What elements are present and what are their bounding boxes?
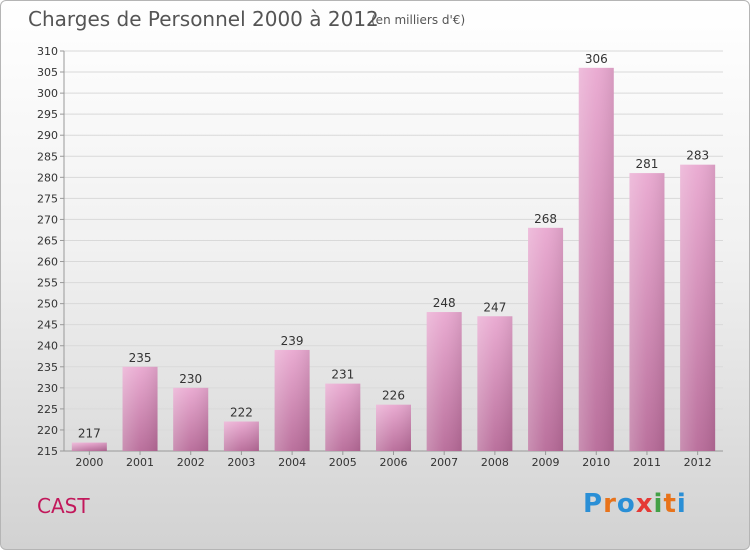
x-tick-label: 2001 bbox=[126, 456, 154, 469]
logo-letter: i bbox=[653, 489, 664, 519]
logo-letter: x bbox=[635, 489, 654, 519]
y-tick-label: 260 bbox=[37, 256, 58, 269]
data-label: 222 bbox=[230, 406, 253, 420]
bar-shine bbox=[173, 387, 209, 451]
y-tick-label: 255 bbox=[37, 277, 58, 290]
logo-letter: o bbox=[616, 489, 636, 519]
y-tick-label: 285 bbox=[37, 150, 58, 163]
x-tick-label: 2004 bbox=[278, 456, 306, 469]
bar-shine bbox=[223, 421, 259, 451]
data-label: 306 bbox=[585, 52, 608, 66]
y-tick-label: 240 bbox=[37, 340, 58, 353]
logo-letter: i bbox=[676, 489, 687, 519]
y-tick-label: 295 bbox=[37, 108, 58, 121]
data-label: 235 bbox=[129, 351, 152, 365]
data-label: 248 bbox=[433, 296, 456, 310]
bar-shine bbox=[528, 227, 564, 451]
y-tick-label: 250 bbox=[37, 298, 58, 311]
bar-shine bbox=[122, 366, 158, 451]
data-label: 231 bbox=[331, 368, 354, 382]
x-tick-label: 2011 bbox=[633, 456, 661, 469]
x-tick-label: 2010 bbox=[582, 456, 610, 469]
data-label: 230 bbox=[179, 372, 202, 386]
data-label: 281 bbox=[636, 157, 659, 171]
data-label: 217 bbox=[78, 427, 101, 441]
bar-shine bbox=[477, 316, 513, 451]
y-tick-label: 305 bbox=[37, 66, 58, 79]
commune-name: CAST bbox=[37, 494, 90, 518]
bar-shine bbox=[325, 383, 361, 451]
bar-shine bbox=[376, 404, 411, 451]
bar-shine bbox=[578, 67, 614, 451]
y-tick-label: 215 bbox=[37, 445, 58, 458]
y-tick-label: 270 bbox=[37, 213, 58, 226]
chart-title: Charges de Personnel 2000 à 2012 bbox=[28, 7, 379, 31]
bar-shine bbox=[71, 442, 107, 451]
bar-shine bbox=[680, 164, 716, 451]
data-label: 283 bbox=[686, 149, 709, 163]
x-tick-label: 2003 bbox=[227, 456, 255, 469]
y-tick-label: 225 bbox=[37, 403, 58, 416]
data-label: 247 bbox=[483, 300, 506, 314]
y-tick-label: 245 bbox=[37, 319, 58, 332]
x-tick-label: 2009 bbox=[532, 456, 560, 469]
y-tick-label: 300 bbox=[37, 87, 58, 100]
y-tick-label: 280 bbox=[37, 171, 58, 184]
data-label: 239 bbox=[281, 334, 304, 348]
y-tick-label: 290 bbox=[37, 129, 58, 142]
data-label: 268 bbox=[534, 212, 557, 226]
x-tick-label: 2005 bbox=[329, 456, 357, 469]
x-tick-label: 2007 bbox=[430, 456, 458, 469]
bar-shine bbox=[274, 349, 310, 451]
logo-letter: r bbox=[603, 489, 617, 519]
chart-unit: (en milliers d'€) bbox=[371, 13, 466, 27]
proxiti-logo: Proxiti bbox=[583, 489, 687, 519]
x-tick-label: 2012 bbox=[684, 456, 712, 469]
bar-shine bbox=[629, 173, 665, 451]
data-label: 226 bbox=[382, 389, 405, 403]
logo-letter: t bbox=[663, 489, 677, 519]
x-tick-label: 2000 bbox=[75, 456, 103, 469]
y-tick-label: 275 bbox=[37, 192, 58, 205]
y-tick-label: 230 bbox=[37, 382, 58, 395]
x-tick-label: 2002 bbox=[177, 456, 205, 469]
bar-shine bbox=[426, 312, 462, 451]
logo-letter: P bbox=[583, 489, 604, 519]
y-tick-label: 235 bbox=[37, 361, 58, 374]
y-tick-label: 310 bbox=[37, 45, 58, 58]
x-tick-label: 2006 bbox=[380, 456, 408, 469]
y-tick-label: 220 bbox=[37, 424, 58, 437]
y-tick-label: 265 bbox=[37, 234, 58, 247]
x-tick-label: 2008 bbox=[481, 456, 509, 469]
